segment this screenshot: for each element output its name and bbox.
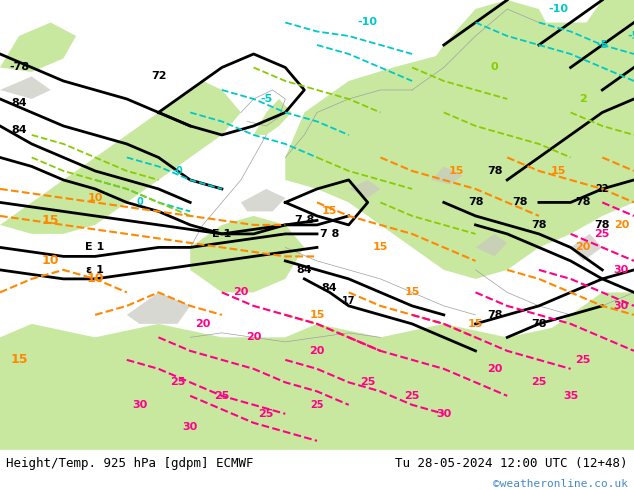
Text: 15: 15 (468, 319, 483, 329)
Text: 25: 25 (310, 400, 324, 410)
Text: 78: 78 (531, 220, 547, 230)
Polygon shape (431, 167, 463, 184)
Text: 84: 84 (322, 283, 337, 293)
Text: 15: 15 (449, 166, 464, 176)
Text: 25: 25 (170, 377, 185, 388)
Text: 25: 25 (214, 391, 230, 401)
Text: 7 8: 7 8 (320, 229, 339, 239)
Text: 78: 78 (595, 220, 610, 230)
Text: 0: 0 (491, 62, 498, 73)
Text: 84: 84 (11, 98, 27, 108)
Text: 15: 15 (309, 310, 325, 320)
Text: 25: 25 (531, 377, 547, 388)
Polygon shape (254, 99, 292, 135)
Polygon shape (412, 0, 558, 99)
Text: 20: 20 (487, 364, 502, 374)
Text: 25: 25 (360, 377, 375, 388)
Text: -10: -10 (548, 4, 568, 14)
Text: 25: 25 (595, 229, 610, 239)
Text: 20: 20 (246, 332, 261, 343)
Text: 15: 15 (373, 243, 388, 252)
Text: 20: 20 (576, 243, 591, 252)
Text: 30: 30 (436, 409, 451, 419)
Text: 25: 25 (259, 409, 274, 419)
Text: 30: 30 (183, 422, 198, 432)
Text: ©weatheronline.co.uk: ©weatheronline.co.uk (493, 479, 628, 489)
Text: 7 8: 7 8 (295, 216, 314, 225)
Text: 15: 15 (404, 287, 420, 297)
Text: 17: 17 (342, 296, 356, 306)
Text: 78: 78 (512, 197, 527, 207)
Text: 10: 10 (87, 193, 103, 203)
Text: 78: 78 (487, 310, 502, 320)
Text: -10: -10 (358, 18, 378, 27)
Text: 72: 72 (151, 72, 166, 81)
Polygon shape (0, 324, 634, 450)
Polygon shape (558, 0, 634, 180)
Text: 10: 10 (86, 272, 104, 285)
Text: 15: 15 (550, 166, 566, 176)
Text: E 1: E 1 (212, 229, 231, 239)
Text: Height/Temp. 925 hPa [gdpm] ECMWF: Height/Temp. 925 hPa [gdpm] ECMWF (6, 457, 254, 470)
Text: 20: 20 (195, 319, 210, 329)
Polygon shape (476, 234, 507, 256)
Polygon shape (285, 23, 634, 279)
Text: 78: 78 (576, 197, 591, 207)
Text: 84: 84 (11, 125, 27, 135)
Text: -5: -5 (260, 94, 273, 104)
Text: 20: 20 (614, 220, 629, 230)
Text: -5: -5 (596, 40, 609, 50)
Text: 78: 78 (487, 166, 502, 176)
Text: 78: 78 (531, 319, 547, 329)
Text: ε 1: ε 1 (86, 265, 104, 275)
Text: 20: 20 (233, 287, 249, 297)
Polygon shape (571, 234, 602, 261)
Polygon shape (0, 76, 51, 99)
Polygon shape (241, 189, 285, 211)
Polygon shape (0, 23, 76, 72)
Text: 35: 35 (563, 391, 578, 401)
Text: 30: 30 (614, 265, 629, 275)
Text: 30: 30 (132, 400, 147, 410)
Text: 15: 15 (10, 353, 28, 367)
Polygon shape (0, 81, 241, 234)
Polygon shape (190, 216, 304, 293)
Text: Tu 28-05-2024 12:00 UTC (12+48): Tu 28-05-2024 12:00 UTC (12+48) (395, 457, 628, 470)
Text: 30: 30 (614, 301, 629, 311)
Text: 84: 84 (297, 265, 312, 275)
Text: 22: 22 (595, 184, 609, 194)
Text: 15: 15 (322, 206, 337, 217)
Text: 0: 0 (136, 197, 143, 207)
Text: -0: -0 (172, 166, 183, 176)
Polygon shape (349, 180, 380, 198)
Text: 78: 78 (468, 197, 483, 207)
Text: 15: 15 (42, 214, 60, 227)
Text: E 1: E 1 (86, 243, 105, 252)
Text: 25: 25 (404, 391, 420, 401)
Polygon shape (507, 293, 634, 369)
Text: 20: 20 (309, 346, 325, 356)
Polygon shape (127, 293, 190, 324)
Text: -78: -78 (9, 62, 29, 73)
Text: 2: 2 (579, 94, 587, 104)
Text: -5: -5 (628, 31, 634, 41)
Text: 10: 10 (42, 254, 60, 268)
Text: 25: 25 (576, 355, 591, 365)
